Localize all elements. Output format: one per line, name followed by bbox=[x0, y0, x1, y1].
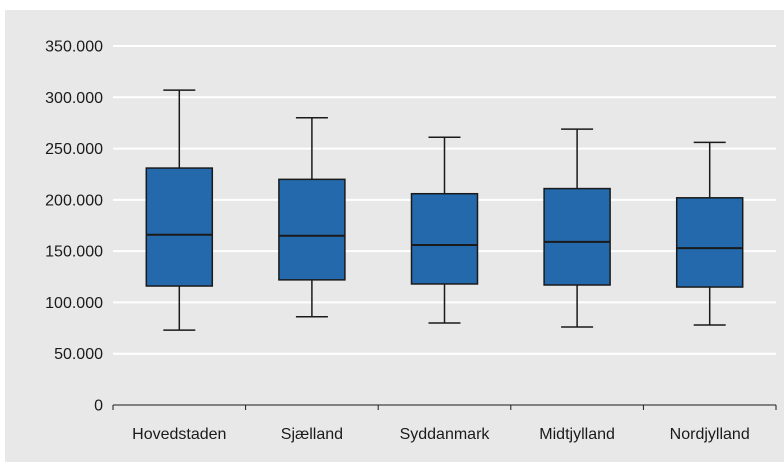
box-midtjylland bbox=[543, 128, 611, 328]
y-tick-label: 100.000 bbox=[45, 295, 103, 312]
box-nordjylland bbox=[675, 141, 744, 326]
y-tick-label: 50.000 bbox=[54, 346, 103, 363]
box-syddanmark bbox=[410, 136, 479, 324]
boxes bbox=[145, 89, 744, 331]
x-category-label: Hovedstaden bbox=[132, 426, 226, 443]
y-tick-label: 300.000 bbox=[45, 90, 103, 107]
y-tick-label: 350.000 bbox=[45, 39, 103, 56]
x-category-label: Sjælland bbox=[281, 426, 343, 443]
y-tick-label: 0 bbox=[94, 398, 103, 415]
iqr-box bbox=[145, 167, 214, 287]
y-tick-label: 150.000 bbox=[45, 244, 103, 261]
x-category-label: Syddanmark bbox=[400, 426, 491, 443]
axes bbox=[112, 404, 777, 410]
iqr-box bbox=[543, 187, 611, 286]
chart-panel: 0 50.000 100.000 150.000 200.000 250.000 300.0… bbox=[5, 10, 784, 462]
iqr-box bbox=[278, 178, 346, 281]
tick-labels: 0 50.000 100.000 150.000 200.000 250.000 300.0… bbox=[45, 39, 750, 444]
box-sjælland bbox=[278, 117, 346, 318]
box-hovedstaden bbox=[145, 89, 214, 331]
x-category-label: Midtjylland bbox=[539, 426, 615, 443]
y-tick-label: 250.000 bbox=[45, 141, 103, 158]
y-tick-label: 200.000 bbox=[45, 192, 103, 209]
iqr-box bbox=[675, 197, 744, 288]
x-category-label: Nordjylland bbox=[670, 426, 750, 443]
boxplot-chart: 0 50.000 100.000 150.000 200.000 250.000 300.0… bbox=[45, 39, 777, 444]
iqr-box bbox=[410, 192, 479, 285]
